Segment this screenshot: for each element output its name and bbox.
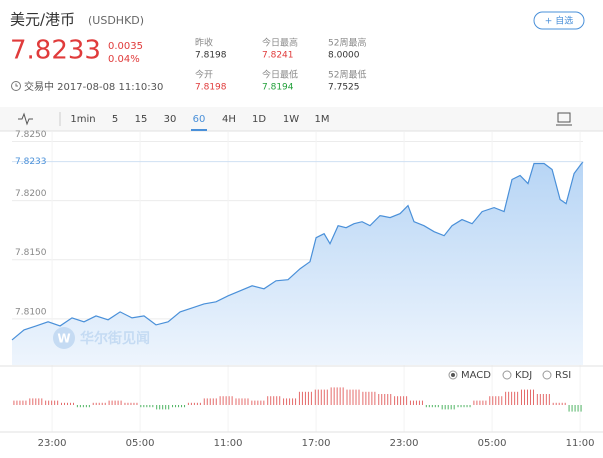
x-tick-label: 23:00 [38,438,67,449]
chart-type-icon[interactable] [18,112,33,126]
radio[interactable] [542,370,552,380]
x-tick-label: 05:00 [478,438,507,449]
stat-value: 7.7525 [328,83,360,93]
radio-dot [451,373,455,377]
code: (USDHKD) [88,14,144,27]
x-tick-label: 17:00 [302,438,331,449]
x-tick-label: 11:00 [566,438,595,449]
clock-icon [11,81,21,91]
indicator-label[interactable]: RSI [555,370,571,381]
fullscreen-icon[interactable] [557,112,571,123]
stat-value: 7.8241 [262,51,294,61]
tab[interactable]: 4H [222,114,236,125]
stat-label: 今日最低 [262,69,298,81]
stat-label: 昨收 [195,37,213,49]
x-tick-label: 05:00 [126,438,155,449]
x-tick-label: 11:00 [214,438,243,449]
add-button[interactable] [533,11,585,30]
x-tick-label: 23:00 [390,438,419,449]
indicator-label[interactable]: MACD [461,370,491,381]
watermark-logo-letter: W [57,332,70,346]
tab[interactable]: 1min [70,114,95,125]
tab[interactable]: 30 [164,114,177,125]
radio[interactable] [502,370,512,380]
price-line [11,161,584,341]
stat-value: 7.8198 [195,83,227,93]
change-pct: 0.04% [108,54,140,65]
y-tick-label: 7.8200 [15,189,47,199]
tab[interactable]: 1D [252,114,266,125]
add-button-label[interactable]: + 自选 [545,15,573,27]
last-price-label: 7.8233 [15,157,47,167]
y-tick-label: 7.8100 [15,307,47,317]
indicator-label[interactable]: KDJ [515,370,532,381]
stat-label: 今日最高 [262,37,298,49]
tab[interactable]: 1M [315,114,330,125]
area [12,161,583,365]
tab-bar [0,107,603,131]
stat-label: 52周最低 [328,69,366,81]
change: 0.0035 [108,41,143,52]
clock-hand [15,83,18,87]
y-tick-label: 7.8250 [15,130,47,140]
stat-value: 8.0000 [328,51,360,61]
stat-value: 7.8194 [262,83,294,93]
stat-value: 7.8198 [195,51,227,61]
status-time: 交易中 2017-08-08 11:10:30 [24,80,163,93]
tab[interactable]: 1W [283,114,299,125]
tab[interactable]: 60 [193,114,206,125]
tab[interactable]: 15 [135,114,148,125]
price: 7.8233 [10,36,101,66]
stat-label: 52周最高 [328,37,366,49]
tab[interactable]: 5 [112,114,118,125]
y-tick-label: 7.8150 [15,248,47,258]
stat-label: 今开 [195,69,213,81]
pair: 美元/港币 [10,11,75,29]
watermark-logo [53,327,75,349]
watermark: 华尔街见闻 [80,330,150,347]
